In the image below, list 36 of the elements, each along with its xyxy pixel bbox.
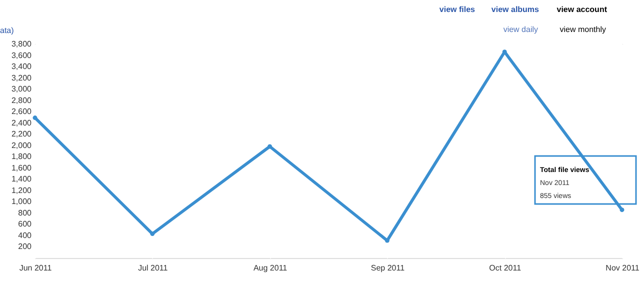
y-tick-label: 1,600 [11, 163, 32, 172]
point [268, 144, 272, 149]
x-tick-label: Nov 2011 [606, 264, 640, 272]
y-tick-label: 3,400 [11, 62, 32, 72]
y-tick-label: 200 [18, 242, 32, 252]
y-tick-label: 2,600 [11, 107, 32, 116]
text: view files [439, 5, 476, 14]
y-tick-label: 3,800 [11, 40, 32, 48]
y-tick-label: 3,600 [11, 50, 32, 60]
y-tick-label: 2,200 [11, 130, 32, 139]
y-tick-label: 1,200 [11, 186, 32, 195]
point [384, 238, 390, 243]
y-tick-label: 1,000 [11, 197, 32, 206]
y-tick-label: 2,800 [11, 96, 32, 105]
y-tick-label: 3,000 [11, 84, 32, 94]
y-tick-label: 800 [18, 208, 32, 218]
x-tick-label: Jul 2011 [138, 264, 168, 272]
y-tick-label: 1,400 [11, 174, 32, 184]
y-tick-label: 600 [18, 220, 32, 229]
text: view monthly [560, 25, 606, 34]
text: ata) [0, 26, 14, 35]
y-tick-label: 3,200 [11, 73, 32, 82]
x-tick-label: Sep 2011 [370, 264, 406, 272]
y-tick-label: 2,000 [11, 140, 32, 150]
text: view account [556, 5, 608, 14]
point [32, 116, 38, 120]
y-tick-label: 400 [18, 230, 32, 240]
point [150, 232, 155, 236]
y-tick-label: 2,400 [11, 118, 32, 128]
text: view daily [503, 25, 538, 34]
text: view albums [491, 5, 540, 14]
point [620, 208, 624, 212]
x-tick-label: Jun 2011 [19, 264, 52, 272]
x-tick-label: Oct 2011 [489, 264, 522, 272]
x-tick-label: Aug 2011 [253, 264, 288, 272]
y-tick-label: 1,800 [11, 152, 32, 162]
